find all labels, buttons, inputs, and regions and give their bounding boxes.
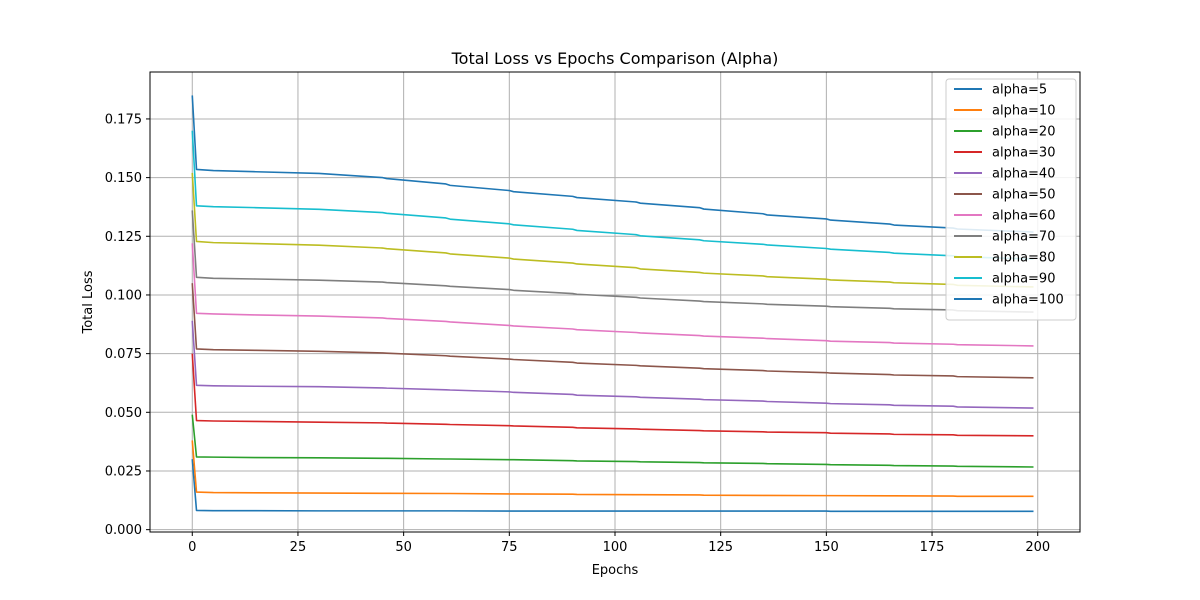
y-axis-label: Total Loss [81, 270, 96, 334]
y-tick-label: 0.075 [105, 347, 142, 362]
x-tick-label: 175 [920, 540, 945, 555]
y-tick-label: 0.175 [105, 112, 142, 127]
legend-label: alpha=50 [992, 188, 1055, 203]
series-lines [191, 95, 1034, 513]
x-tick-label: 50 [395, 540, 412, 555]
x-tick-label: 25 [290, 540, 307, 555]
legend-label: alpha=70 [992, 230, 1055, 245]
legend-label: alpha=90 [992, 272, 1055, 287]
series-line-alpha-20 [191, 414, 1034, 468]
legend-label: alpha=30 [992, 146, 1055, 161]
y-tick-label: 0.000 [105, 523, 142, 538]
legend-label: alpha=100 [992, 293, 1064, 308]
series-line-alpha-40 [191, 320, 1034, 409]
y-tick-label: 0.100 [105, 288, 142, 303]
legend-label: alpha=80 [992, 251, 1055, 266]
series-line-alpha-30 [191, 353, 1034, 437]
series-line-alpha-70 [191, 210, 1034, 313]
series-line-alpha-50 [191, 283, 1034, 379]
chart-title: Total Loss vs Epochs Comparison (Alpha) [451, 49, 779, 68]
series-line-alpha-100 [191, 95, 1034, 233]
x-tick-label: 125 [708, 540, 733, 555]
x-axis-label: Epochs [592, 563, 639, 578]
legend-label: alpha=60 [992, 209, 1055, 224]
series-line-alpha-80 [191, 172, 1034, 288]
legend-label: alpha=20 [992, 125, 1055, 140]
x-tick-label: 100 [603, 540, 628, 555]
series-line-alpha-10 [191, 440, 1034, 498]
series-line-alpha-5 [191, 459, 1034, 513]
legend-label: alpha=5 [992, 83, 1047, 98]
legend-label: alpha=40 [992, 167, 1055, 182]
x-tick-label: 0 [188, 540, 196, 555]
legend: alpha=5 alpha=10 alpha=20 alpha=30 alpha=40 a… [945, 78, 1077, 321]
legend-box [945, 78, 1077, 321]
x-tick-label: 75 [501, 540, 518, 555]
y-tick-label: 0.150 [105, 171, 142, 186]
x-tick-label: 150 [814, 540, 839, 555]
series-line-alpha-90 [191, 130, 1034, 260]
legend-label: alpha=10 [992, 104, 1055, 119]
axis-ticks: 0 25 50 75 100 125 150 175 200 0.000 0.025 0.050 0.0… [105, 112, 1050, 555]
y-tick-label: 0.025 [105, 464, 142, 479]
y-tick-label: 0.125 [105, 230, 142, 245]
y-tick-label: 0.050 [105, 406, 142, 421]
series-line-alpha-60 [191, 243, 1034, 347]
x-tick-label: 200 [1025, 540, 1050, 555]
